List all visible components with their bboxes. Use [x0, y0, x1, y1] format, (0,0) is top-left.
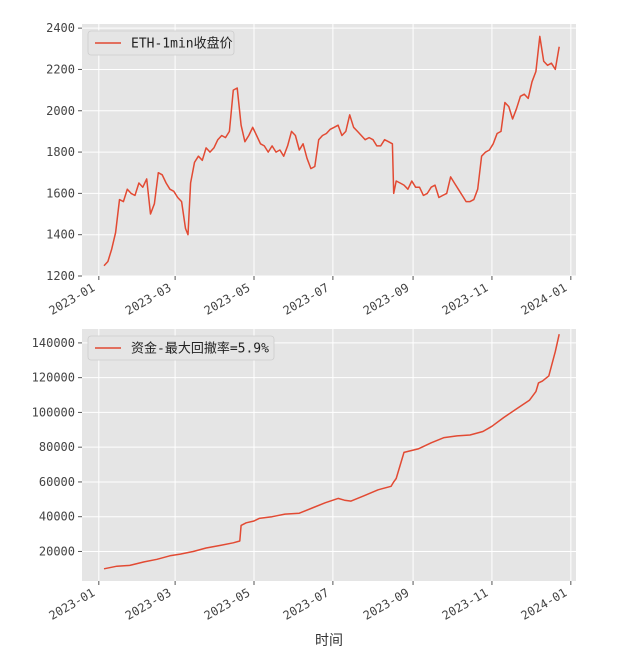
equity-plot-area	[82, 329, 576, 581]
x-tick-label: 2023-07	[281, 585, 332, 622]
y-tick-label: 80000	[39, 440, 75, 454]
y-tick-label: 2000	[46, 104, 75, 118]
equity-x-axis: 2023-01 2023-03 2023-05 2023-07 2023-09 2023-…	[47, 581, 572, 623]
y-tick-label: 100000	[32, 405, 75, 419]
price-legend-label: ETH-1min收盘价	[131, 36, 233, 52]
y-tick-label: 20000	[39, 544, 75, 558]
x-tick-label: 2024-01	[519, 585, 570, 622]
y-tick-label: 140000	[32, 336, 75, 350]
price-legend-box	[87, 30, 235, 56]
y-tick-label: 60000	[39, 475, 75, 489]
equity-y-axis: 20000 40000 60000 80000 100000 120000 140000	[32, 336, 82, 558]
x-tick-label: 2023-07	[281, 280, 332, 317]
price-plot-area	[82, 24, 576, 276]
y-tick-label: 1400	[46, 228, 75, 242]
x-tick-label: 2023-01	[47, 585, 98, 622]
x-tick-label: 2023-03	[123, 585, 174, 622]
y-tick-label: 2200	[46, 62, 75, 76]
x-tick-label: 2023-11	[440, 280, 491, 317]
price-legend: ETH-1min收盘价	[87, 30, 235, 56]
y-tick-label: 2400	[46, 21, 75, 35]
equity-legend: 资金-最大回撤率=5.9%	[87, 335, 275, 361]
y-tick-label: 40000	[39, 510, 75, 524]
x-tick-label: 2023-05	[202, 280, 253, 317]
price-y-axis: 1200 1400 1600 1800 2000 2200 2400	[46, 21, 82, 283]
equity-panel: 20000 40000 60000 80000 100000 120000 140000 2…	[32, 329, 576, 649]
price-series-line	[103, 35, 560, 267]
y-tick-label: 1800	[46, 145, 75, 159]
x-tick-label: 2023-11	[440, 585, 491, 622]
x-tick-label: 2023-05	[202, 585, 253, 622]
price-gridlines	[82, 24, 576, 277]
x-tick-label: 2024-01	[519, 280, 570, 317]
y-tick-label: 120000	[32, 371, 75, 385]
x-tick-label: 2023-09	[361, 585, 412, 622]
equity-legend-label: 资金-最大回撤率=5.9%	[131, 341, 269, 357]
x-tick-label: 2023-09	[361, 280, 412, 317]
x-tick-label: 2023-03	[123, 280, 174, 317]
y-tick-label: 1200	[46, 269, 75, 283]
equity-legend-box	[87, 335, 275, 361]
y-tick-label: 1600	[46, 186, 75, 200]
price-x-axis: 2023-01 2023-03 2023-05 2023-07 2023-09 2023-…	[47, 276, 572, 318]
x-axis-label: 时间	[315, 633, 343, 649]
x-tick-label: 2023-01	[47, 280, 98, 317]
equity-series-line	[103, 334, 560, 570]
